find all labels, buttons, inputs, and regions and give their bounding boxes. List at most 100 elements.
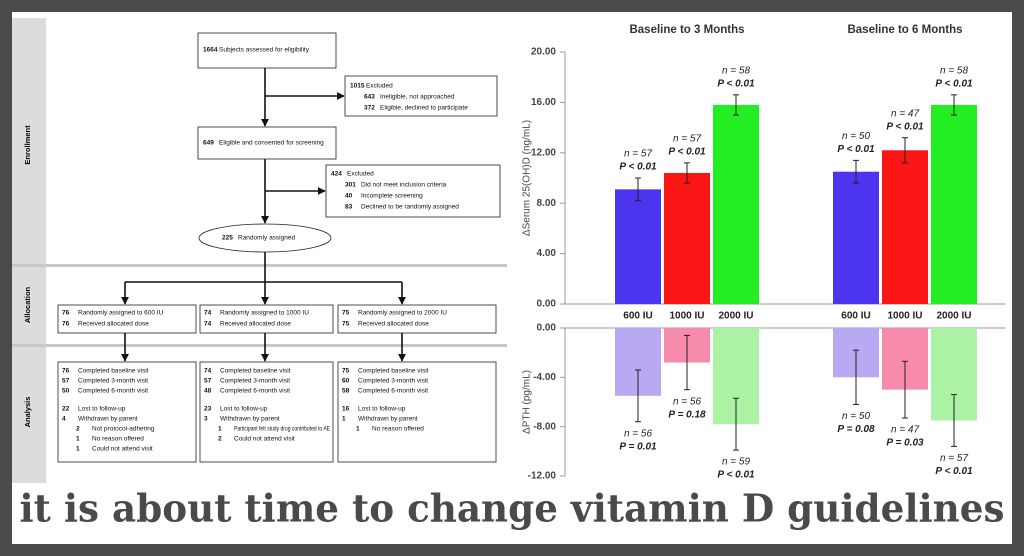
count: 76 [62, 310, 70, 317]
p-label: P < 0.01 [837, 144, 875, 155]
count: 16 [342, 406, 350, 413]
n-label: n = 59 [722, 457, 751, 468]
step-text: Completed 6-month visit [358, 388, 428, 395]
count: 2 [76, 426, 80, 433]
n-label: n = 56 [624, 428, 653, 439]
count: 75 [342, 368, 350, 375]
bar [664, 172, 710, 304]
step-text: Completed baseline visit [78, 368, 149, 375]
n-label: n = 57 [624, 149, 653, 160]
y-tick-label: 20.00 [531, 47, 556, 58]
step-text: Lost to follow-up [220, 406, 268, 413]
bar [615, 189, 661, 304]
count: 40 [345, 193, 353, 200]
x-tick-label: 600 IU [841, 311, 870, 322]
group-header: Baseline to 6 Months [847, 24, 962, 36]
step-text: No reason offered [372, 426, 424, 433]
n-label: n = 50 [842, 411, 871, 422]
p-label: P < 0.01 [717, 470, 755, 481]
y-tick-label: 0.00 [537, 299, 557, 310]
count: 50 [62, 388, 70, 395]
count: 424 [331, 171, 342, 178]
bar [931, 104, 977, 304]
count: 3 [204, 416, 208, 423]
step-text: Participant felt study drug contributed … [234, 426, 331, 433]
step-text: Completed baseline visit [358, 368, 429, 375]
p-label: P = 0.08 [837, 424, 875, 435]
step-text: Lost to follow-up [78, 406, 126, 413]
section-label: Enrollment [23, 125, 32, 165]
x-tick-label: 2000 IU [718, 311, 753, 322]
y-axis-label: ΔSerum 25(OH)D (ng/mL) [522, 120, 533, 236]
n-label: n = 50 [842, 131, 871, 142]
n-label: n = 47 [891, 108, 920, 119]
x-tick-label: 600 IU [623, 311, 652, 322]
bar [833, 171, 879, 304]
n-label: n = 56 [673, 396, 702, 407]
count: 74 [204, 321, 212, 328]
y-tick-label: 8.00 [537, 198, 557, 209]
step-text: Completed baseline visit [220, 368, 291, 375]
count: 22 [62, 406, 70, 413]
step-text: Completed 3-month visit [220, 378, 290, 385]
step-text: Not protocol-adhering [92, 426, 155, 433]
p-label: P = 0.03 [886, 438, 924, 449]
count: 643 [364, 94, 375, 101]
count: 301 [345, 182, 356, 189]
y-tick-label: 4.00 [537, 248, 557, 259]
y-tick-label: 12.00 [531, 147, 556, 158]
flowchart-shapes [57, 32, 501, 463]
step-text: Completed 6-month visit [220, 388, 290, 395]
count: 58 [342, 388, 350, 395]
count: 1 [76, 446, 80, 453]
step-text: Excluded [347, 171, 374, 178]
n-label: n = 57 [940, 453, 969, 464]
step-text: Incomplete screening [361, 193, 423, 200]
p-label: P < 0.01 [668, 147, 706, 158]
step-text: Completed 3-month visit [358, 378, 428, 385]
p-label: P < 0.01 [717, 78, 755, 89]
count: 372 [364, 105, 375, 112]
p-label: P < 0.01 [619, 162, 657, 173]
count: 23 [204, 406, 212, 413]
step-text: Completed 3-month visit [78, 378, 148, 385]
p-label: P = 0.18 [668, 409, 706, 420]
count: 74 [204, 310, 212, 317]
count: 4 [62, 416, 66, 423]
step-text: Randomly assigned to 2000 IU [358, 310, 447, 317]
count: 83 [345, 204, 353, 211]
count: 1015 [350, 83, 365, 90]
y-tick-label: -4.00 [533, 372, 556, 383]
count: 60 [342, 378, 350, 385]
y-tick-label: 16.00 [531, 97, 556, 108]
count: 1664 [203, 47, 218, 54]
group-header: Baseline to 3 Months [629, 24, 744, 36]
count: 649 [203, 140, 214, 147]
count: 1 [76, 436, 80, 443]
section-column [12, 18, 46, 483]
y-tick-label: -12.00 [528, 471, 557, 482]
step-text: Did not meet inclusion criteria [361, 182, 447, 189]
section-divider [12, 264, 507, 267]
count: 2 [218, 436, 222, 443]
n-label: n = 58 [940, 65, 969, 76]
step-text: Randomly assigned to 1000 IU [220, 310, 309, 317]
step-text: Eligible, declined to participate [380, 105, 468, 112]
count: 1 [356, 426, 360, 433]
step-text: Withdrawn by parent [78, 416, 138, 423]
step-text: Withdrawn by parent [220, 416, 280, 423]
count: 225 [222, 235, 233, 242]
step-text: Eligible and consented for screening [219, 140, 324, 147]
x-tick-label: 1000 IU [887, 311, 922, 322]
step-text: Randomly assigned [238, 235, 295, 242]
count: 75 [342, 310, 350, 317]
step-text: Excluded [366, 83, 393, 90]
step-text: Received allocated dose [358, 321, 429, 328]
y-tick-label: -8.00 [533, 421, 556, 432]
count: 57 [204, 378, 212, 385]
step-text: Subjects assessed for eligibility [219, 47, 310, 54]
n-label: n = 57 [673, 134, 702, 145]
count: 74 [204, 368, 212, 375]
section-divider [12, 344, 507, 347]
count: 48 [204, 388, 212, 395]
